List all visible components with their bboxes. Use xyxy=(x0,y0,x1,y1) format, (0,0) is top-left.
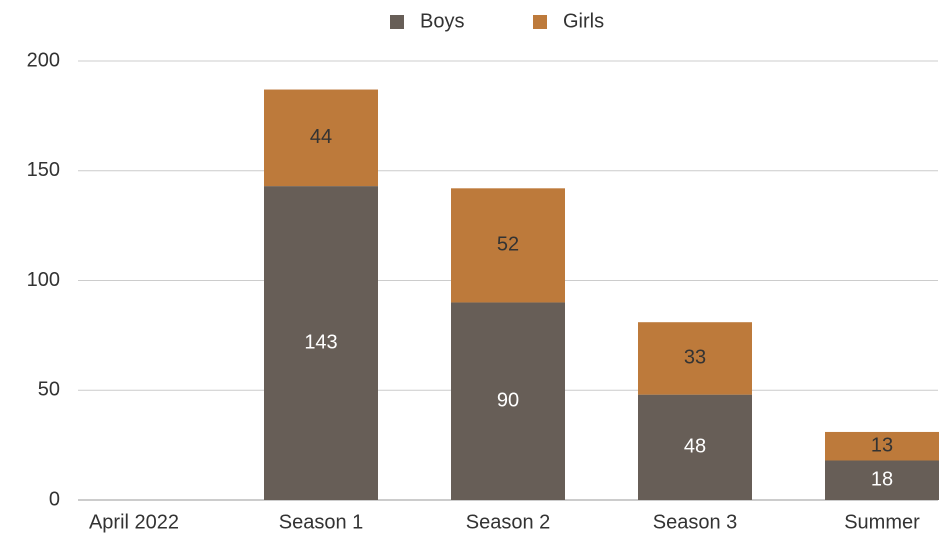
y-tick-label: 0 xyxy=(49,488,60,510)
legend-swatch xyxy=(533,15,547,29)
x-tick-label: Season 2 xyxy=(466,511,551,533)
data-label: 33 xyxy=(684,347,706,369)
x-tick-label: Season 1 xyxy=(279,511,364,533)
x-tick-label: April 2022 xyxy=(89,511,179,533)
x-tick-label: Summer xyxy=(844,511,920,533)
data-label: 44 xyxy=(310,126,332,148)
x-tick-label: Season 3 xyxy=(653,511,738,533)
bar-segment xyxy=(825,431,939,461)
legend-swatch xyxy=(390,15,404,29)
bar-segment xyxy=(825,460,939,500)
data-label: 48 xyxy=(684,436,706,458)
bar-segment xyxy=(451,302,565,500)
y-tick-label: 150 xyxy=(27,159,60,181)
data-label: 13 xyxy=(871,435,893,457)
data-label: 18 xyxy=(871,469,893,491)
data-label: 90 xyxy=(497,390,519,412)
y-tick-label: 200 xyxy=(27,49,60,71)
data-label: 52 xyxy=(497,234,519,256)
bar-segment xyxy=(638,394,752,500)
legend-label: Girls xyxy=(563,10,604,32)
bar-segment xyxy=(264,89,378,187)
y-tick-label: 50 xyxy=(38,379,60,401)
bar-segment xyxy=(638,322,752,395)
bar-segment xyxy=(264,186,378,501)
data-label: 143 xyxy=(304,331,337,353)
y-tick-label: 100 xyxy=(27,269,60,291)
legend-label: Boys xyxy=(420,10,464,32)
bar-segment xyxy=(451,188,565,303)
